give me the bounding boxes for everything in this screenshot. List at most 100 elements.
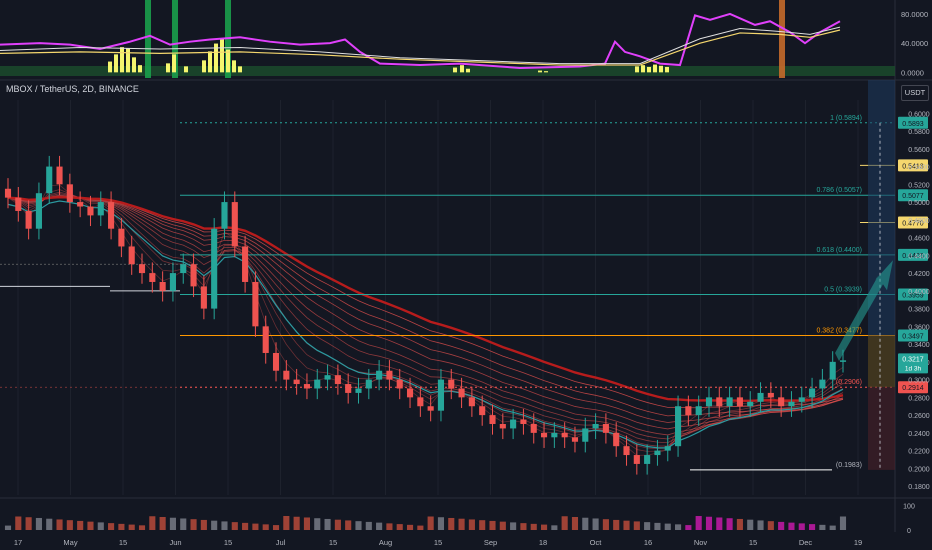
fib-level-label: 0.5 (0.3939) bbox=[824, 286, 862, 293]
oscillator-bar bbox=[114, 54, 118, 72]
candle bbox=[644, 455, 650, 464]
oscillator-bar bbox=[202, 60, 206, 72]
price-tick-label: 0.2200 bbox=[908, 449, 930, 456]
volume-bar bbox=[665, 524, 671, 530]
candle bbox=[407, 388, 413, 397]
candle bbox=[799, 397, 805, 401]
candle bbox=[139, 264, 145, 273]
volume-bar bbox=[304, 517, 310, 530]
candle bbox=[706, 397, 712, 406]
volume-bar bbox=[551, 525, 557, 530]
oscillator-bar bbox=[208, 51, 212, 72]
currency-selector[interactable]: USDT bbox=[901, 85, 929, 101]
price-tick-label: 0.5000 bbox=[908, 200, 930, 207]
fib-level-label: 1 (0.5894) bbox=[830, 115, 862, 122]
price-axis-marker-label: 0.2914 bbox=[902, 385, 924, 392]
candle bbox=[572, 437, 578, 441]
candle bbox=[294, 380, 300, 384]
volume-bar bbox=[170, 518, 176, 530]
oscillator-tick-label: 40.0000 bbox=[901, 39, 928, 48]
volume-bar bbox=[355, 521, 361, 530]
volume-bar bbox=[5, 526, 11, 530]
candle bbox=[747, 402, 753, 406]
signal-bar bbox=[779, 0, 785, 78]
stop-zone bbox=[868, 387, 895, 470]
candle bbox=[479, 406, 485, 415]
volume-bar bbox=[819, 525, 825, 530]
oscillator-bar bbox=[132, 57, 136, 72]
volume-bar bbox=[191, 519, 197, 530]
x-tick-label: Oct bbox=[590, 538, 603, 547]
price-tick-label: 0.4000 bbox=[908, 289, 930, 296]
candle bbox=[500, 424, 506, 428]
candle bbox=[675, 406, 681, 446]
candle bbox=[840, 360, 846, 362]
candle bbox=[665, 446, 671, 450]
candle bbox=[67, 184, 73, 202]
candle bbox=[46, 167, 52, 194]
candle bbox=[448, 380, 454, 389]
candle bbox=[232, 202, 238, 246]
candle bbox=[562, 433, 568, 437]
oscillator-bar bbox=[466, 69, 470, 73]
volume-bar bbox=[809, 524, 815, 530]
oscillator-tick-label: 80.0000 bbox=[901, 10, 928, 19]
volume-bar bbox=[489, 521, 495, 530]
candle bbox=[830, 362, 836, 380]
volume-bar bbox=[727, 518, 733, 530]
candle bbox=[397, 380, 403, 389]
volume-bar bbox=[397, 524, 403, 530]
volume-bar bbox=[15, 517, 21, 531]
oscillator-bar bbox=[120, 47, 124, 72]
volume-bar bbox=[603, 519, 609, 530]
volume-bar bbox=[221, 521, 227, 530]
volume-bar bbox=[768, 521, 774, 530]
candle bbox=[541, 433, 547, 437]
candle bbox=[26, 211, 32, 229]
candle bbox=[727, 397, 733, 406]
volume-bar bbox=[438, 517, 444, 530]
candle bbox=[376, 371, 382, 380]
oscillator-bar bbox=[126, 48, 130, 72]
candle bbox=[15, 198, 21, 211]
x-tick-label: 19 bbox=[854, 538, 862, 547]
fib-level-label: 0.786 (0.5057) bbox=[816, 187, 862, 194]
price-tick-label: 0.2600 bbox=[908, 413, 930, 420]
volume-bar bbox=[118, 524, 124, 530]
candle bbox=[98, 202, 104, 215]
candle bbox=[325, 375, 331, 379]
volume-bar bbox=[294, 517, 300, 530]
oscillator-bar bbox=[538, 71, 542, 73]
fib-level-label: (0.1983) bbox=[836, 462, 862, 469]
x-tick-label: 18 bbox=[539, 538, 547, 547]
price-tick-label: 0.4600 bbox=[908, 236, 930, 243]
volume-bar bbox=[675, 524, 681, 530]
candle bbox=[489, 415, 495, 424]
oscillator-bar bbox=[220, 39, 224, 72]
volume-bar bbox=[252, 524, 258, 530]
volume-bar bbox=[283, 516, 289, 530]
price-tick-label: 0.2800 bbox=[908, 395, 930, 402]
volume-bar bbox=[634, 521, 640, 530]
oscillator-bar bbox=[226, 50, 230, 73]
candle bbox=[623, 446, 629, 455]
volume-bar bbox=[201, 520, 207, 530]
x-tick-label: 15 bbox=[329, 538, 337, 547]
candle bbox=[716, 397, 722, 406]
candle bbox=[634, 455, 640, 464]
oscillator-bar bbox=[232, 60, 236, 72]
volume-bar bbox=[778, 522, 784, 530]
candle bbox=[129, 246, 135, 264]
volume-bar bbox=[160, 517, 166, 530]
volume-bar bbox=[541, 525, 547, 530]
volume-bar bbox=[830, 526, 836, 530]
candle bbox=[438, 380, 444, 411]
chart-title: MBOX / TetherUS, 2D, BINANCE bbox=[6, 84, 139, 94]
price-tick-label: 0.3000 bbox=[908, 378, 930, 385]
volume-bar bbox=[593, 518, 599, 530]
x-tick-label: Jun bbox=[169, 538, 181, 547]
oscillator-bar bbox=[544, 71, 548, 72]
volume-bar bbox=[799, 523, 805, 530]
